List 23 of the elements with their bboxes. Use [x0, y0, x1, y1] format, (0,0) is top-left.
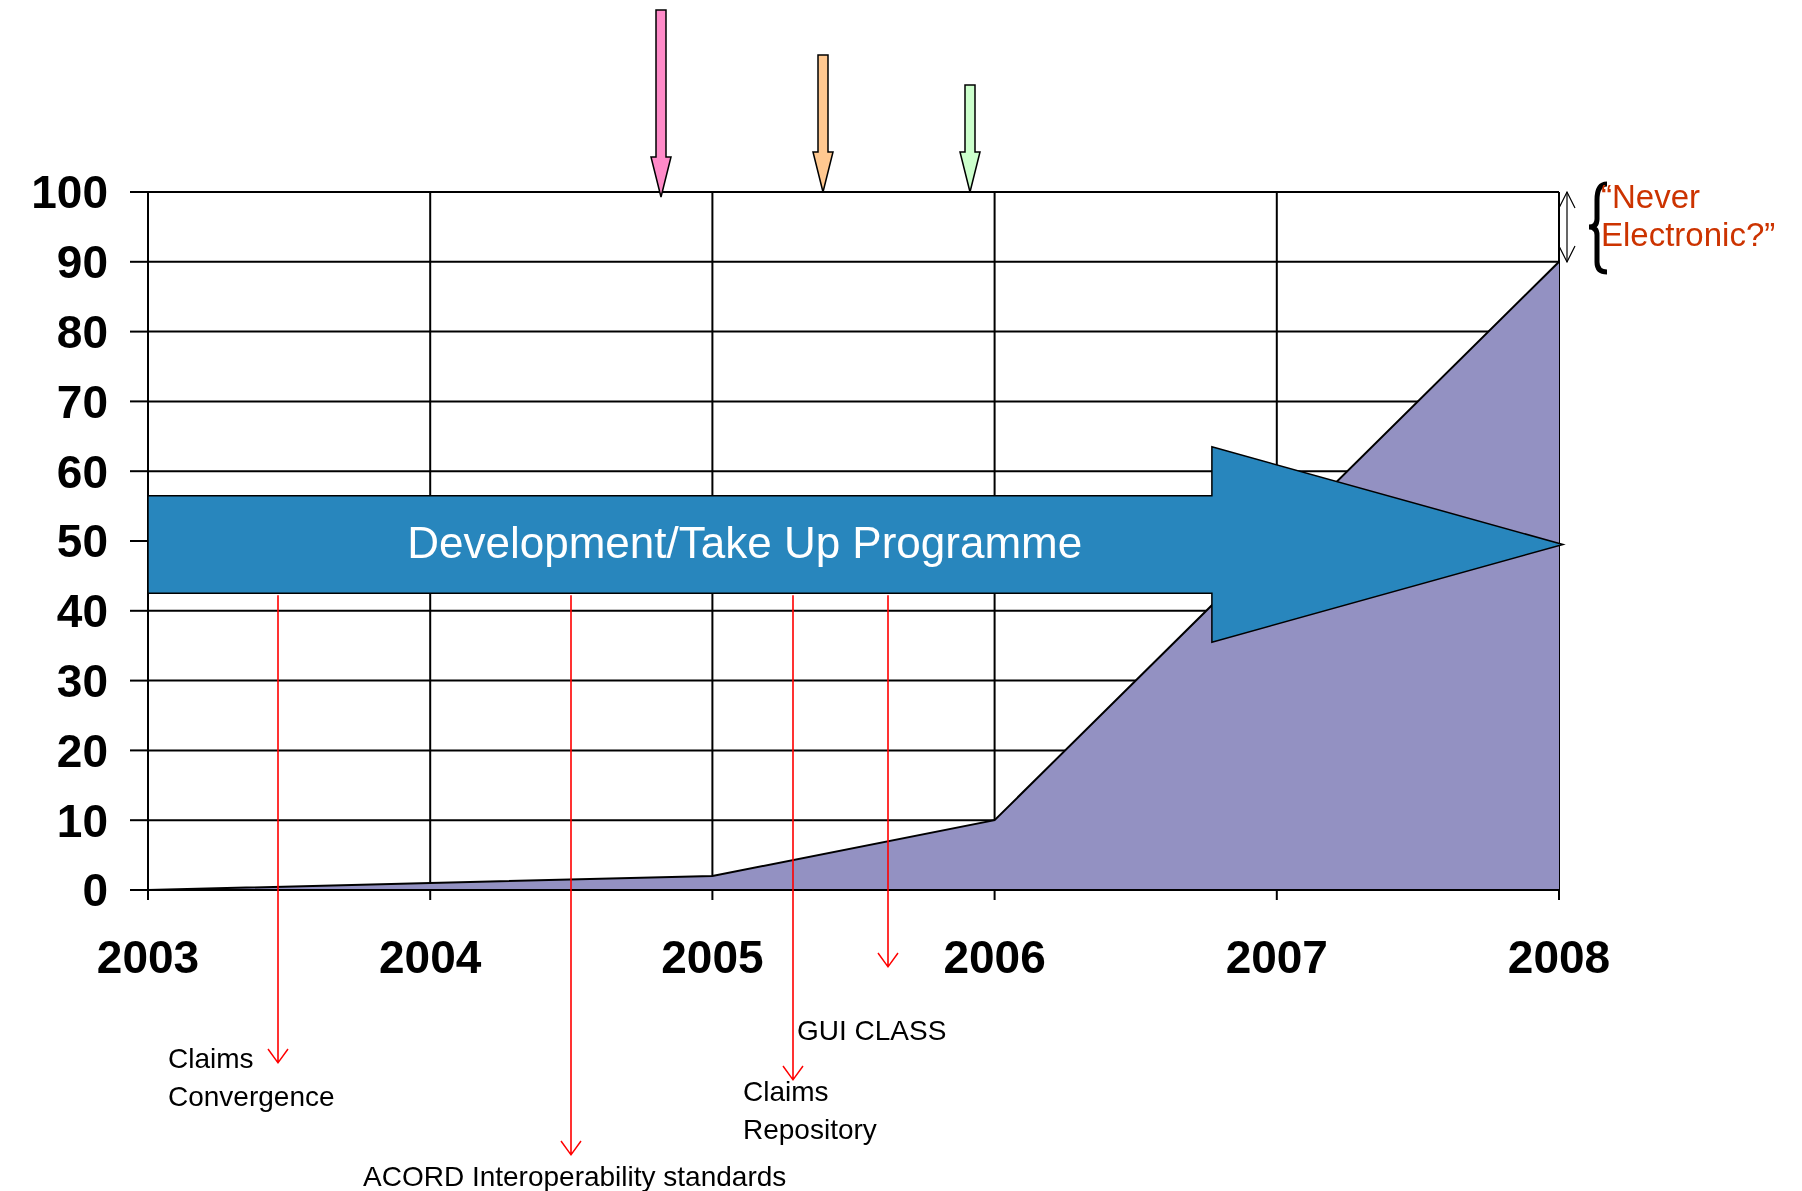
- y-tick-label: 50: [56, 515, 108, 568]
- annotation: Development/Take Up Programme: [407, 518, 1083, 568]
- text: Claims Convergence: [168, 1042, 336, 1114]
- y-tick-label: 10: [56, 794, 108, 847]
- y-tick-label: 80: [56, 305, 108, 358]
- x-tick-label: 2003: [96, 930, 200, 983]
- text: ACORD Interoperability standards: [363, 1160, 788, 1191]
- y-tick-label: 90: [56, 236, 108, 289]
- y-tick-label: 100: [31, 166, 108, 219]
- y-tick-label: 0: [82, 864, 108, 917]
- x-tick-label: 2006: [943, 930, 1046, 983]
- text: “Never Electronic?”: [1601, 178, 1777, 254]
- y-tick-label: 70: [56, 375, 108, 428]
- x-tick-label: 2007: [1225, 930, 1328, 983]
- text: Claims Repository: [743, 1075, 878, 1147]
- y-tick-label: 60: [56, 445, 108, 498]
- x-tick-label: 2008: [1507, 930, 1611, 983]
- y-tick-label: 30: [56, 654, 108, 707]
- text: GUI CLASS: [797, 1014, 948, 1048]
- x-tick-label: 2004: [379, 930, 482, 983]
- y-tick-label: 40: [56, 585, 108, 638]
- y-tick-label: 20: [56, 724, 108, 777]
- x-tick-label: 2005: [661, 930, 764, 983]
